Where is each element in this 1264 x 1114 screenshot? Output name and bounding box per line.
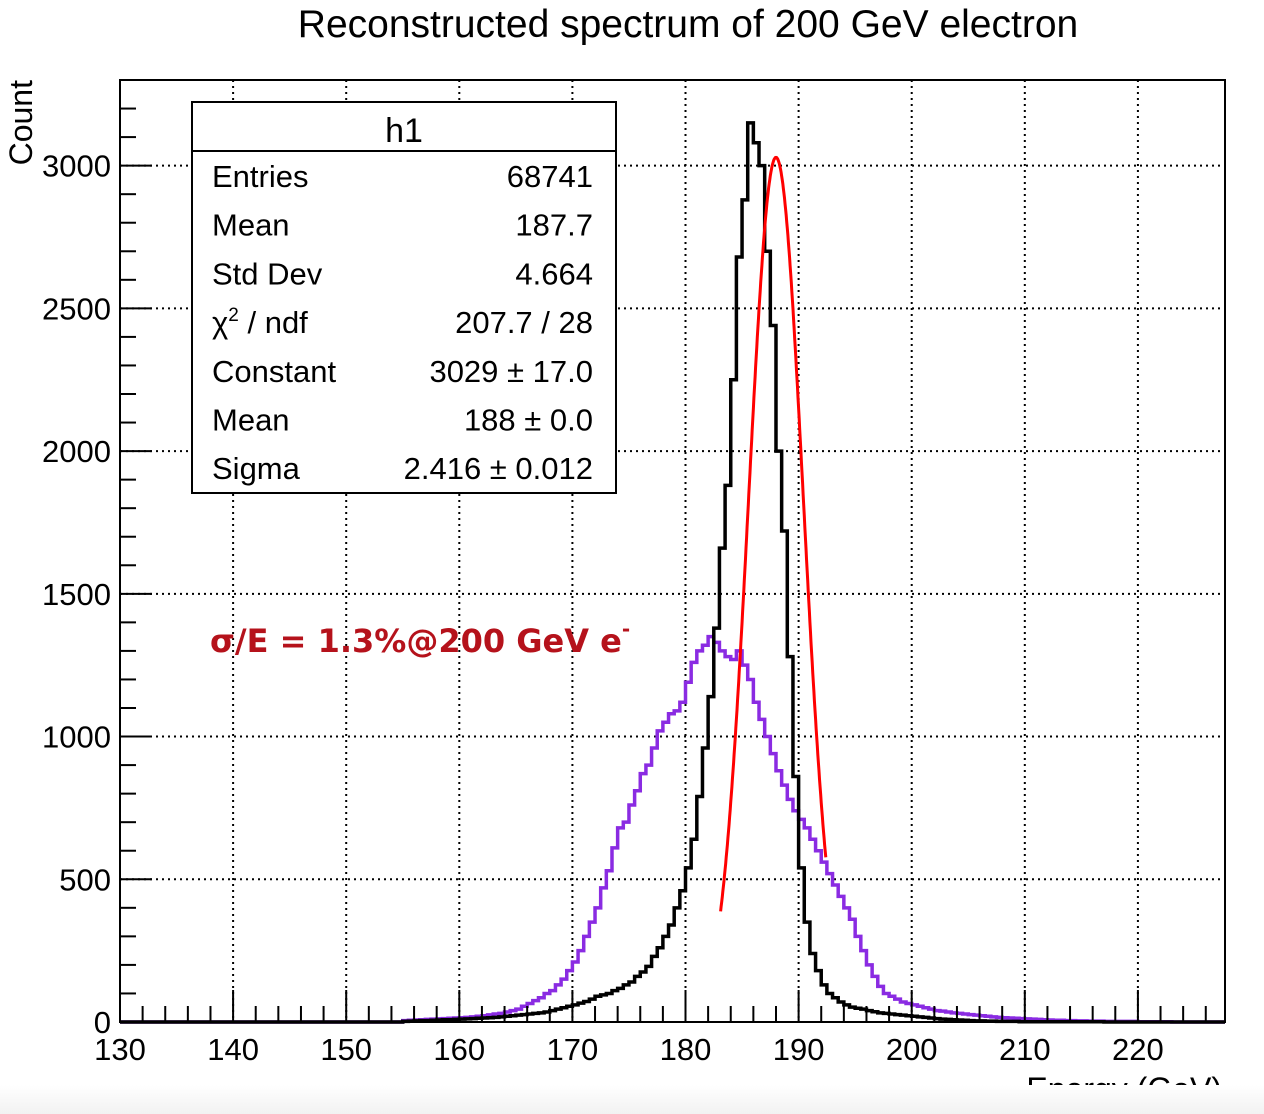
stats-row-value: 3029 ± 17.0 — [429, 354, 593, 389]
stats-row-label: Mean — [212, 403, 290, 438]
x-tick-label: 130 — [94, 1032, 146, 1067]
histogram-path-comparison — [120, 634, 1225, 1024]
y-tick-label: 2000 — [42, 434, 111, 469]
x-tick-label: 220 — [1112, 1032, 1164, 1067]
stats-row-label: χ2 / ndf — [212, 305, 308, 340]
stats-box: h1 Entries 68741 Mean 187.7 Std Dev 4.664 χ2 /… — [191, 101, 617, 494]
stats-box-title: h1 — [385, 112, 423, 150]
stats-box-frame — [191, 101, 617, 494]
annotation-superscript: - — [622, 617, 630, 641]
x-tick-label: 210 — [999, 1032, 1051, 1067]
bottom-fade — [0, 1085, 1264, 1114]
chi-symbol: χ — [212, 305, 228, 340]
x-tick-label: 200 — [886, 1032, 938, 1067]
y-axis: 0 500 1000 1500 2000 2500 3000 — [42, 79, 152, 1040]
annotation-main: σ/E = 1.3%@200 GeV e — [210, 622, 622, 660]
fit-curve — [719, 155, 828, 912]
x-tick-label: 170 — [547, 1032, 599, 1067]
stats-box-rows: Entries 68741 Mean 187.7 Std Dev 4.664 χ2 / nd… — [212, 159, 593, 486]
x-tick-label: 160 — [433, 1032, 485, 1067]
stats-row-label: Sigma — [212, 451, 301, 486]
stats-row-label: Entries — [212, 159, 308, 194]
x-tick-label: 140 — [207, 1032, 259, 1067]
histogram-path-h1 — [120, 121, 1225, 1024]
x-tick-label: 180 — [660, 1032, 712, 1067]
chi-rest: / ndf — [239, 305, 308, 340]
stats-row-value: 68741 — [507, 159, 593, 194]
resolution-annotation: σ/E = 1.3%@200 GeV e- — [210, 617, 630, 660]
y-axis-label: Count — [3, 80, 39, 166]
stats-row-label: Mean — [212, 208, 290, 243]
series-comparison — [120, 634, 1225, 1024]
stats-row-value: 188 ± 0.0 — [464, 403, 593, 438]
chart-title: Reconstructed spectrum of 200 GeV electr… — [298, 3, 1078, 46]
y-tick-label: 0 — [94, 1005, 111, 1040]
stats-row-value: 207.7 / 28 — [455, 305, 593, 340]
chi-superscript: 2 — [228, 305, 239, 326]
stats-row-value: 187.7 — [515, 208, 593, 243]
y-tick-label: 2500 — [42, 291, 111, 326]
stats-row-value: 2.416 ± 0.012 — [404, 451, 593, 486]
x-tick-label: 150 — [320, 1032, 372, 1067]
x-axis: 130 140 150 160 170 180 190 200 210 220 — [94, 990, 1207, 1067]
series-gaus-fit — [719, 155, 828, 912]
stats-row-value: 4.664 — [515, 256, 593, 291]
series-h1 — [120, 121, 1225, 1024]
stats-row-label: Std Dev — [212, 256, 323, 291]
x-tick-label: 190 — [773, 1032, 825, 1067]
stats-row-label: Constant — [212, 354, 336, 389]
annotation-text: σ/E = 1.3%@200 GeV e- — [210, 617, 630, 660]
y-tick-label: 500 — [59, 862, 111, 897]
y-tick-label: 1000 — [42, 720, 111, 755]
y-tick-label: 1500 — [42, 577, 111, 612]
plot-frame — [119, 79, 1226, 1023]
y-tick-label: 3000 — [42, 149, 111, 184]
